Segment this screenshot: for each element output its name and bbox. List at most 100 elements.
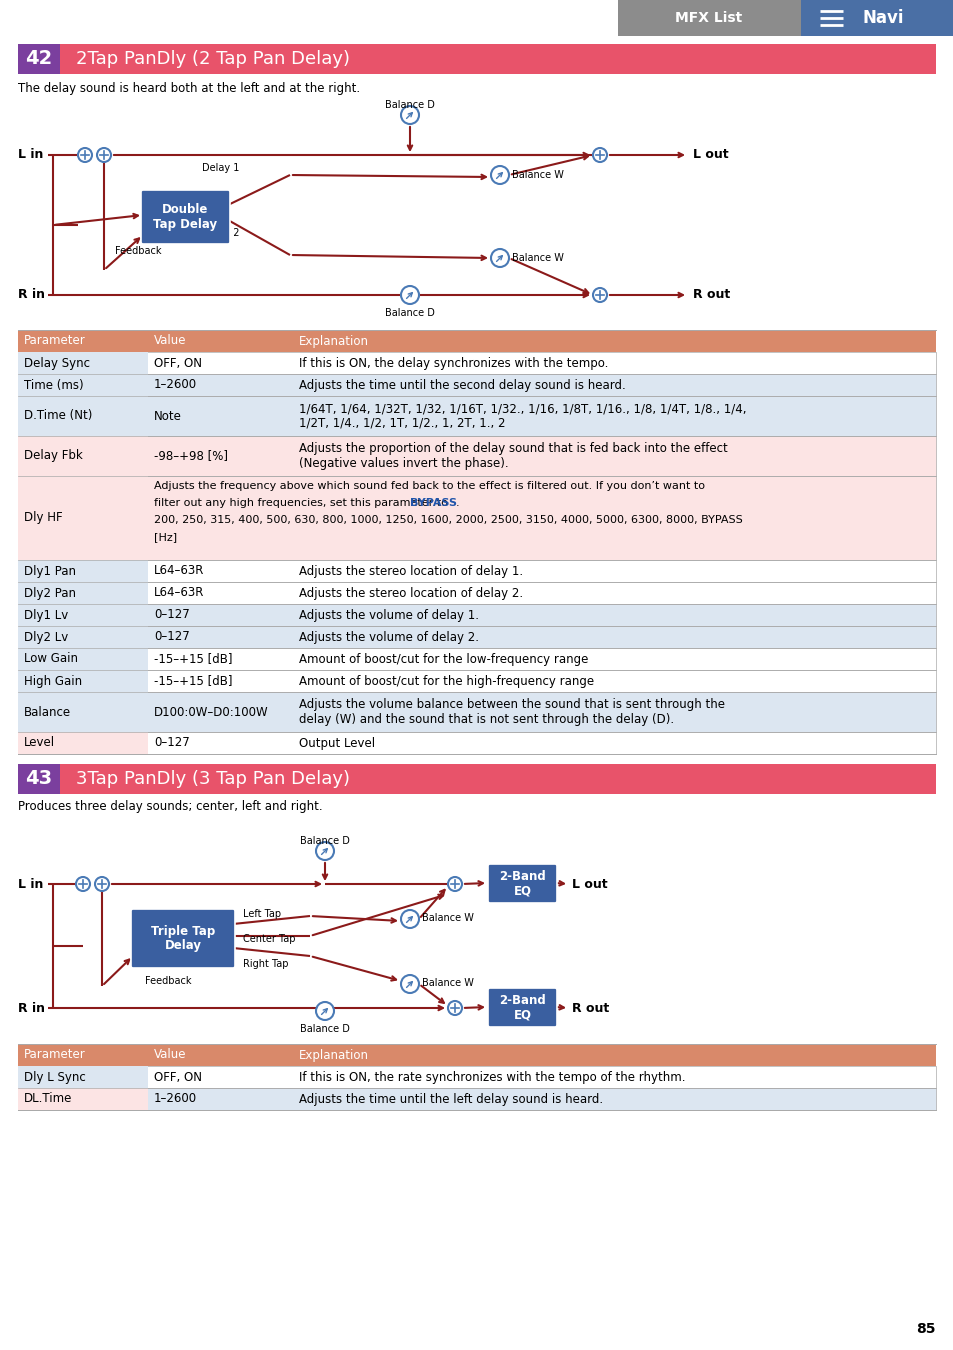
Bar [618, 0, 801, 36]
Circle shape [400, 910, 418, 927]
Circle shape [95, 878, 109, 891]
Text: 1/2T, 1/4., 1/2, 1T, 1/2., 1, 2T, 1., 2: 1/2T, 1/4., 1/2, 1T, 1/2., 1, 2T, 1., 2 [298, 417, 505, 431]
Bar [18, 670, 935, 693]
Bar [18, 582, 935, 603]
Text: Balance D: Balance D [385, 308, 435, 319]
Bar [18, 626, 148, 648]
Bar [18, 732, 148, 755]
Text: Balance W: Balance W [512, 170, 563, 180]
Text: Dly1 Lv: Dly1 Lv [24, 609, 69, 621]
Text: Adjusts the proportion of the delay sound that is fed back into the effect: Adjusts the proportion of the delay soun… [298, 441, 727, 455]
Text: 42: 42 [26, 50, 52, 69]
Text: Parameter: Parameter [24, 1049, 86, 1061]
Bar [18, 1044, 935, 1066]
Circle shape [400, 107, 418, 124]
Bar [18, 396, 148, 436]
Bar [18, 436, 148, 477]
Text: Right Tap: Right Tap [243, 958, 288, 969]
Text: 1–2600: 1–2600 [153, 378, 197, 392]
Text: Delay Sync: Delay Sync [24, 356, 90, 370]
Text: Produces three delay sounds; center, left and right.: Produces three delay sounds; center, lef… [18, 801, 322, 813]
Text: Adjusts the volume balance between the sound that is sent through the: Adjusts the volume balance between the s… [298, 698, 724, 711]
Text: Delay Fbk: Delay Fbk [24, 450, 83, 463]
Text: 85: 85 [916, 1322, 935, 1336]
Text: L out: L out [692, 148, 728, 162]
Circle shape [78, 148, 91, 162]
Text: Adjusts the time until the left delay sound is heard.: Adjusts the time until the left delay so… [298, 1092, 602, 1106]
Bar [18, 603, 935, 626]
Text: Value: Value [153, 335, 186, 347]
Bar [18, 1088, 935, 1110]
Text: Level: Level [24, 737, 55, 749]
Text: Amount of boost/cut for the high-frequency range: Amount of boost/cut for the high-frequen… [298, 675, 594, 687]
Text: 2-Band
EQ: 2-Band EQ [498, 869, 545, 898]
Text: Dly HF: Dly HF [24, 512, 63, 525]
Text: Output Level: Output Level [298, 737, 375, 749]
Circle shape [97, 148, 111, 162]
Text: filter out any high frequencies, set this parameter to: filter out any high frequencies, set thi… [153, 498, 451, 508]
Text: MFX List: MFX List [675, 11, 741, 26]
Bar [18, 352, 148, 374]
Circle shape [400, 975, 418, 994]
Text: Balance W: Balance W [421, 977, 474, 988]
Text: D100:0W–D0:100W: D100:0W–D0:100W [153, 706, 269, 718]
Circle shape [491, 248, 509, 267]
Text: High Gain: High Gain [24, 675, 82, 687]
Circle shape [448, 1000, 461, 1015]
Bar [18, 603, 148, 626]
FancyBboxPatch shape [488, 988, 557, 1027]
Text: Dly L Sync: Dly L Sync [24, 1071, 86, 1084]
Text: R out: R out [572, 1002, 609, 1014]
Bar [18, 1066, 935, 1088]
Bar [18, 329, 935, 352]
Text: Note: Note [153, 409, 182, 423]
Text: OFF, ON: OFF, ON [153, 356, 202, 370]
Text: Dly2 Lv: Dly2 Lv [24, 630, 69, 644]
Text: Adjusts the frequency above which sound fed back to the effect is filtered out. : Adjusts the frequency above which sound … [153, 481, 704, 491]
Bar [18, 374, 935, 396]
Text: Adjusts the time until the second delay sound is heard.: Adjusts the time until the second delay … [298, 378, 625, 392]
Circle shape [491, 166, 509, 184]
Bar [18, 374, 148, 396]
Text: If this is ON, the delay synchronizes with the tempo.: If this is ON, the delay synchronizes wi… [298, 356, 608, 370]
Text: D.Time (Nt): D.Time (Nt) [24, 409, 92, 423]
Text: Balance D: Balance D [300, 1025, 350, 1034]
Text: Feedback: Feedback [115, 246, 161, 256]
Text: Time (ms): Time (ms) [24, 378, 84, 392]
Text: Delay 2: Delay 2 [202, 228, 239, 238]
Bar [18, 693, 148, 732]
Text: 3Tap PanDly (3 Tap Pan Delay): 3Tap PanDly (3 Tap Pan Delay) [76, 769, 350, 788]
Bar [18, 396, 935, 436]
Bar [18, 477, 148, 560]
Text: Explanation: Explanation [298, 1049, 369, 1061]
Bar [18, 670, 148, 693]
Text: R in: R in [18, 289, 45, 301]
Text: L64–63R: L64–63R [153, 564, 204, 578]
Bar [18, 560, 148, 582]
Text: delay (W) and the sound that is not sent through the delay (D).: delay (W) and the sound that is not sent… [298, 713, 674, 726]
Text: 0–127: 0–127 [153, 737, 190, 749]
Text: 0–127: 0–127 [153, 630, 190, 644]
Text: Adjusts the volume of delay 2.: Adjusts the volume of delay 2. [298, 630, 478, 644]
Bar [60, 45, 935, 74]
Text: Balance W: Balance W [421, 913, 474, 923]
Circle shape [448, 878, 461, 891]
Text: 0–127: 0–127 [153, 609, 190, 621]
Text: L64–63R: L64–63R [153, 586, 204, 599]
Text: [Hz]: [Hz] [153, 532, 177, 541]
Text: Balance D: Balance D [300, 836, 350, 846]
Bar [801, 0, 953, 36]
Text: OFF, ON: OFF, ON [153, 1071, 202, 1084]
Text: BYPASS: BYPASS [410, 498, 456, 508]
Text: R out: R out [692, 289, 729, 301]
Text: .: . [456, 498, 459, 508]
Bar [18, 693, 935, 732]
Text: Balance W: Balance W [512, 252, 563, 263]
Text: Navi: Navi [862, 9, 902, 27]
Bar [60, 764, 935, 794]
Bar [18, 648, 935, 670]
Bar [18, 582, 148, 603]
Bar [18, 352, 935, 374]
Text: Left Tap: Left Tap [243, 909, 281, 919]
Text: Center Tap: Center Tap [243, 934, 295, 944]
